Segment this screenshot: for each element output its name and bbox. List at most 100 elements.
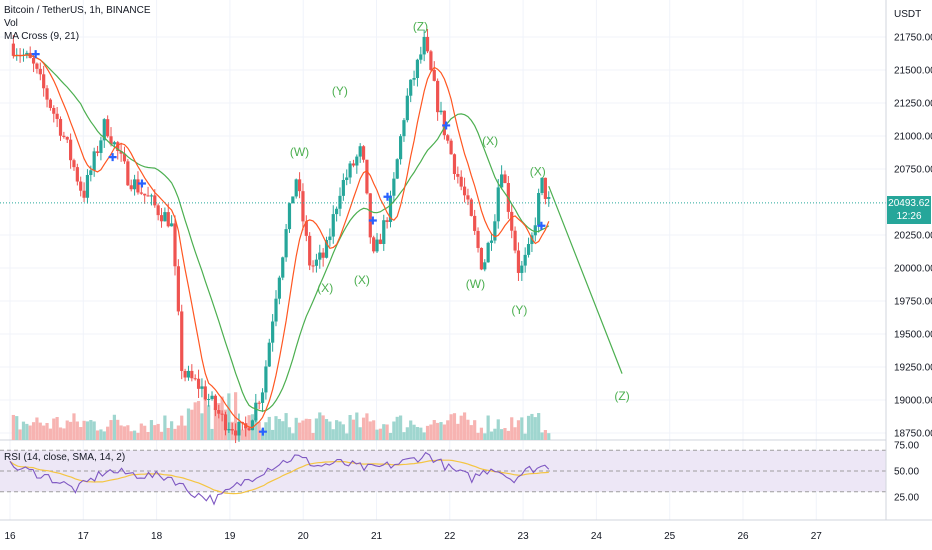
time-tick-label: 22 bbox=[444, 531, 456, 542]
volume-bar bbox=[355, 412, 359, 440]
time-tick-label: 20 bbox=[298, 531, 310, 542]
volume-bar bbox=[35, 417, 39, 440]
candle-body bbox=[203, 386, 207, 400]
candle-body bbox=[213, 395, 218, 411]
wave-label: (Y) bbox=[511, 303, 527, 317]
volume-bar bbox=[143, 425, 147, 440]
rsi-tick-label: 25.00 bbox=[894, 493, 919, 504]
candle-body bbox=[314, 259, 319, 266]
volume-bar bbox=[388, 432, 393, 440]
volume-bar bbox=[21, 421, 26, 440]
volume-legend[interactable]: Vol bbox=[4, 18, 18, 29]
candle-body bbox=[405, 95, 409, 121]
wave-label: (W) bbox=[290, 145, 309, 159]
candle-body bbox=[106, 119, 110, 137]
volume-bar bbox=[341, 424, 345, 440]
candle-body bbox=[415, 59, 420, 78]
candle-body bbox=[516, 250, 521, 273]
projection-line bbox=[0, 185, 886, 374]
candle-body bbox=[223, 414, 228, 431]
candle-body bbox=[392, 178, 396, 196]
candle-body bbox=[132, 179, 137, 190]
candle-body bbox=[311, 265, 315, 267]
volume-bar bbox=[456, 423, 460, 440]
candle-body bbox=[479, 247, 484, 270]
candle-body bbox=[489, 240, 494, 243]
price-tick-label: 21000.00 bbox=[894, 132, 932, 143]
candle-body bbox=[31, 57, 36, 64]
candle-body bbox=[35, 63, 39, 69]
volume-bar bbox=[55, 417, 59, 440]
volume-bar bbox=[291, 433, 295, 440]
ma-cross-legend[interactable]: MA Cross (9, 21) bbox=[4, 31, 80, 42]
volume-bar bbox=[324, 419, 329, 440]
candle-body bbox=[425, 36, 430, 52]
volume-bar bbox=[425, 425, 430, 440]
wave-label: (X) bbox=[354, 273, 370, 287]
candle-body bbox=[462, 186, 467, 196]
price-tick-label: 19250.00 bbox=[894, 363, 932, 374]
time-tick-label: 18 bbox=[151, 531, 163, 542]
volume-bar bbox=[304, 418, 308, 440]
volume-bar bbox=[432, 420, 436, 440]
volume-bar bbox=[180, 415, 184, 440]
candle-body bbox=[341, 179, 345, 196]
volume-bar bbox=[503, 428, 507, 440]
volume-bar bbox=[112, 414, 116, 440]
ma-lines bbox=[13, 54, 550, 429]
candle-body bbox=[99, 140, 103, 153]
volume-bar bbox=[368, 421, 372, 440]
volume-bar bbox=[106, 426, 110, 440]
volume-bar bbox=[287, 427, 292, 440]
volume-bar bbox=[31, 422, 36, 440]
volume-bar bbox=[547, 433, 551, 440]
volume-bar bbox=[193, 402, 197, 440]
candle-body bbox=[335, 208, 339, 215]
rsi-legend: RSI (14, close, SMA, 14, 2) bbox=[4, 451, 125, 464]
volume-bar bbox=[385, 424, 389, 440]
ma-cross-markers bbox=[31, 50, 546, 436]
volume-bar bbox=[240, 429, 244, 440]
candle-body bbox=[112, 142, 116, 145]
price-tick-label: 20000.00 bbox=[894, 264, 932, 275]
wave-label: (Z) bbox=[614, 389, 629, 403]
rsi-band bbox=[0, 439, 886, 493]
candle-body bbox=[62, 135, 66, 137]
candle-body bbox=[493, 221, 497, 241]
candle-body bbox=[227, 429, 231, 431]
volume-bar bbox=[149, 420, 154, 440]
candle-body bbox=[473, 215, 477, 231]
last-price-tag: 20493.62 12:26 bbox=[887, 196, 931, 224]
volume-bar bbox=[526, 415, 531, 440]
volume-bar bbox=[183, 425, 187, 440]
candle-body bbox=[129, 185, 133, 190]
wave-label: (W) bbox=[466, 277, 485, 291]
candle-body bbox=[287, 203, 292, 230]
volume-bar bbox=[119, 425, 123, 440]
volume-bar bbox=[69, 421, 73, 440]
time-tick-label: 23 bbox=[518, 531, 530, 542]
candle-body bbox=[496, 187, 500, 222]
volume-bar bbox=[321, 415, 325, 440]
candle-body bbox=[308, 235, 312, 266]
candle-body bbox=[368, 193, 372, 238]
volume-bar bbox=[500, 429, 504, 440]
volume-bar bbox=[365, 413, 369, 440]
volume-bar bbox=[234, 392, 238, 440]
symbol-title[interactable]: Bitcoin / TetherUS, 1h, BINANCE bbox=[4, 5, 151, 16]
rsi-title[interactable]: RSI (14, close, SMA, 14, 2) bbox=[4, 452, 126, 463]
wave-labels: (W) (X) (Y) (X) (Z) (W) (X) (Y) (X) (Z) bbox=[290, 19, 630, 403]
volume-bar bbox=[446, 420, 450, 440]
volume-bar bbox=[136, 432, 140, 440]
candle-body bbox=[92, 151, 96, 171]
volume-bar bbox=[506, 430, 510, 440]
volume-bar bbox=[496, 419, 500, 440]
volume-bar bbox=[200, 413, 204, 440]
candle-body bbox=[260, 392, 265, 403]
volume-bar bbox=[486, 415, 490, 440]
candle-body bbox=[355, 156, 359, 166]
candle-body bbox=[257, 402, 261, 404]
candle-body bbox=[442, 110, 446, 136]
candles bbox=[11, 29, 551, 444]
